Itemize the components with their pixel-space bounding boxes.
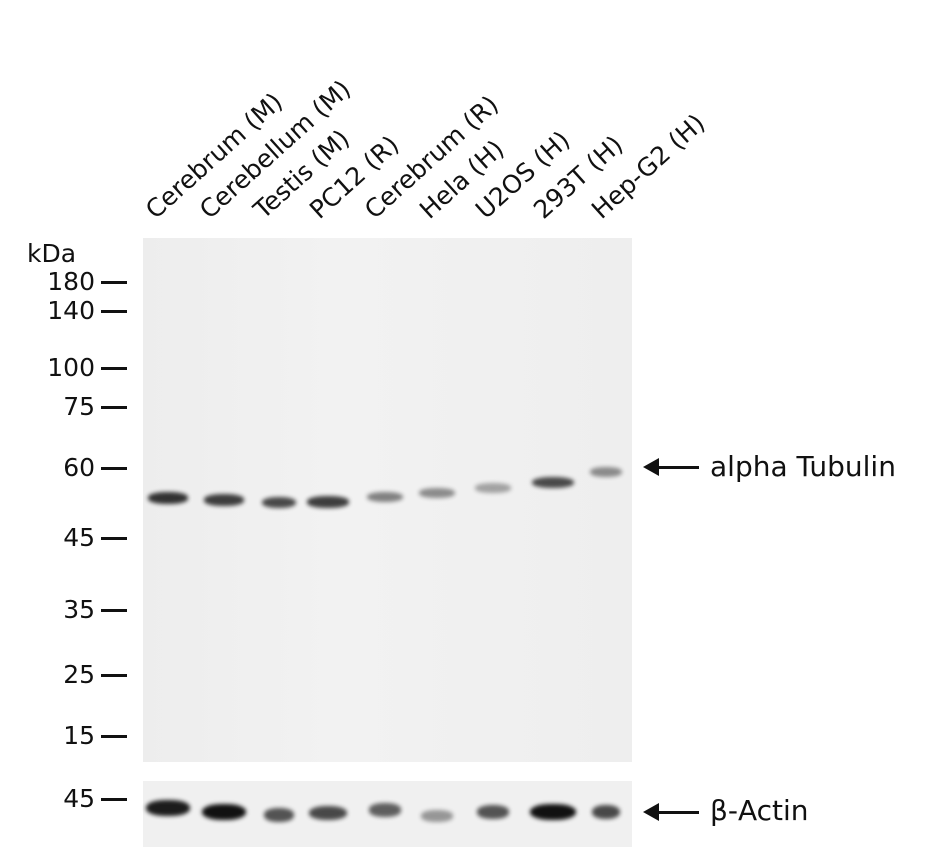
actin-band [477,805,509,819]
actin-band [421,810,453,822]
marker-tick [101,798,127,801]
marker-tick [101,406,127,409]
tubulin-band [307,496,349,508]
marker-label: 60 [63,453,95,482]
tubulin-arrow-icon [643,458,699,476]
marker-label: 25 [63,660,95,689]
marker-label: 15 [63,721,95,750]
marker-label: 35 [63,595,95,624]
actin-arrow-icon [643,803,699,821]
actin-band [530,804,576,820]
tubulin-band [419,488,455,498]
marker-tick [101,537,127,540]
marker-tick [101,609,127,612]
marker-tick [101,281,127,284]
tubulin-band [475,483,511,493]
marker-tick [101,467,127,470]
tubulin-band [148,492,188,504]
tubulin-target-label: alpha Tubulin [710,450,896,483]
actin-blot [143,781,632,847]
actin-band [309,806,347,820]
kda-unit-label: kDa [27,239,77,268]
actin-target-label: β-Actin [710,794,809,827]
actin-band [592,805,620,819]
marker-label: 75 [63,392,95,421]
actin-band [369,803,401,817]
marker-tick [101,735,127,738]
marker-tick [101,367,127,370]
actin-band [202,804,246,820]
marker-label: 45 [63,523,95,552]
tubulin-blot [143,238,632,762]
tubulin-band [590,467,622,477]
actin-marker-label: 45 [63,784,95,813]
marker-label: 140 [47,296,95,325]
tubulin-band [532,476,574,488]
tubulin-band [204,494,244,506]
marker-tick [101,310,127,313]
marker-label: 100 [47,353,95,382]
marker-label: 180 [47,267,95,296]
actin-band [264,808,294,822]
tubulin-band [367,492,403,502]
tubulin-band [262,496,296,508]
actin-band [146,800,190,816]
marker-tick [101,674,127,677]
